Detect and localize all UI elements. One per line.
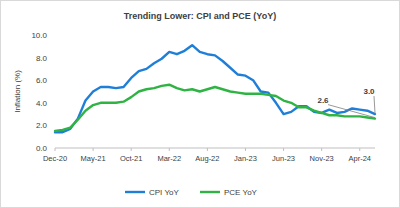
y-tick-label: 8.0 (36, 54, 48, 63)
x-axis (55, 148, 375, 149)
chart-frame (1, 1, 400, 208)
legend-swatch (200, 191, 220, 193)
x-tick (321, 148, 322, 151)
y-axis-label: Inflation (%) (13, 70, 22, 113)
y-tick (52, 125, 55, 126)
annotation: 3.0 (363, 87, 375, 96)
x-tick (283, 148, 284, 151)
x-tick-label: Dec-20 (43, 154, 67, 163)
x-tick (93, 148, 94, 151)
series-line (55, 85, 375, 131)
x-tick (207, 148, 208, 151)
x-tick-label: Aug-22 (195, 154, 219, 163)
x-tick (131, 148, 132, 151)
y-tick (52, 35, 55, 36)
series-line (55, 45, 375, 132)
annotation-leader (328, 105, 375, 118)
x-tick-label: Apr-24 (349, 154, 372, 163)
x-tick-label: Nov-23 (310, 154, 334, 163)
x-tick-label: Oct-21 (120, 154, 143, 163)
y-tick (52, 57, 55, 58)
annotation-leader (374, 96, 375, 113)
chart: Trending Lower: CPI and PCE (YoY) Inflati… (0, 0, 400, 208)
annotation: 2.6 (317, 96, 329, 105)
y-tick-label: 10.0 (31, 31, 47, 40)
x-tick-label: May-21 (81, 154, 106, 163)
y-tick (52, 80, 55, 81)
y-tick-label: 0.0 (36, 144, 48, 153)
title: Trending Lower: CPI and PCE (YoY) (124, 11, 276, 21)
legend-swatch (125, 191, 145, 193)
y-tick-label: 4.0 (36, 99, 48, 108)
y-tick (52, 102, 55, 103)
plot-area (55, 45, 375, 132)
x-tick (55, 148, 56, 151)
x-tick-label: Mar-22 (157, 154, 181, 163)
x-tick (359, 148, 360, 151)
x-tick-label: Jan-23 (234, 154, 257, 163)
x-tick (169, 148, 170, 151)
y-tick-label: 2.0 (36, 121, 48, 130)
y-tick-label: 6.0 (36, 76, 48, 85)
legend-label: CPI YoY (149, 188, 179, 197)
x-tick-label: Jun-23 (272, 154, 295, 163)
legend-label: PCE YoY (224, 188, 258, 197)
x-tick (245, 148, 246, 151)
